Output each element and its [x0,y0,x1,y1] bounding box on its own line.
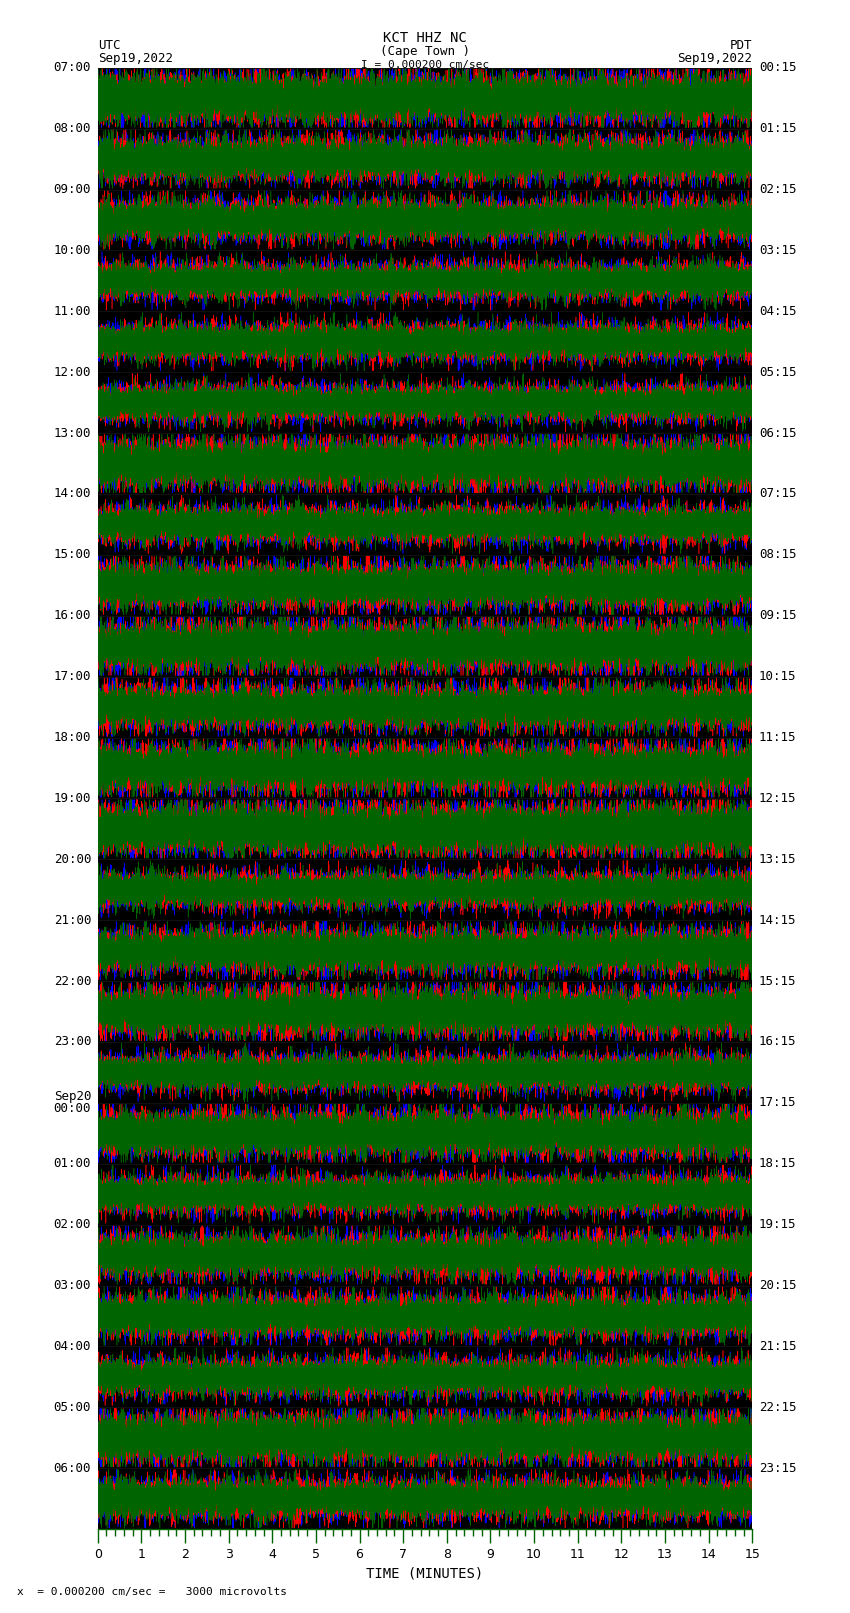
Text: 06:00: 06:00 [54,1461,91,1474]
Text: Sep19,2022: Sep19,2022 [98,52,173,65]
Text: 15:00: 15:00 [54,548,91,561]
Text: 04:15: 04:15 [759,305,796,318]
Text: 11:00: 11:00 [54,305,91,318]
Text: 09:00: 09:00 [54,182,91,197]
Text: 07:00: 07:00 [54,61,91,74]
Text: 19:00: 19:00 [54,792,91,805]
Text: 08:15: 08:15 [759,548,796,561]
Text: x  = 0.000200 cm/sec =   3000 microvolts: x = 0.000200 cm/sec = 3000 microvolts [17,1587,287,1597]
Text: 12:00: 12:00 [54,366,91,379]
Text: 22:15: 22:15 [759,1400,796,1415]
Text: 14:15: 14:15 [759,913,796,927]
Text: 23:00: 23:00 [54,1036,91,1048]
Text: 14:00: 14:00 [54,487,91,500]
Text: 10:15: 10:15 [759,669,796,684]
Text: 13:15: 13:15 [759,853,796,866]
Text: Sep19,2022: Sep19,2022 [677,52,752,65]
Text: 09:15: 09:15 [759,610,796,623]
Text: UTC: UTC [98,39,120,52]
Text: 21:15: 21:15 [759,1340,796,1353]
Text: 22:00: 22:00 [54,974,91,987]
Text: 20:00: 20:00 [54,853,91,866]
Text: I = 0.000200 cm/sec: I = 0.000200 cm/sec [361,60,489,69]
Text: 16:00: 16:00 [54,610,91,623]
Text: Sep20
00:00: Sep20 00:00 [54,1090,91,1115]
Text: 00:15: 00:15 [759,61,796,74]
Text: 04:00: 04:00 [54,1340,91,1353]
Text: PDT: PDT [730,39,752,52]
Text: 11:15: 11:15 [759,731,796,744]
Text: 18:15: 18:15 [759,1157,796,1171]
Text: 17:15: 17:15 [759,1097,796,1110]
Text: 03:00: 03:00 [54,1279,91,1292]
Text: 05:15: 05:15 [759,366,796,379]
Text: 12:15: 12:15 [759,792,796,805]
Text: KCT HHZ NC: KCT HHZ NC [383,31,467,45]
Text: 01:00: 01:00 [54,1157,91,1171]
Text: 20:15: 20:15 [759,1279,796,1292]
Text: 17:00: 17:00 [54,669,91,684]
Text: 05:00: 05:00 [54,1400,91,1415]
Text: 08:00: 08:00 [54,123,91,135]
Text: 10:00: 10:00 [54,244,91,256]
Text: 06:15: 06:15 [759,426,796,440]
Text: 07:15: 07:15 [759,487,796,500]
Text: 16:15: 16:15 [759,1036,796,1048]
Text: 01:15: 01:15 [759,123,796,135]
Text: 18:00: 18:00 [54,731,91,744]
Text: 21:00: 21:00 [54,913,91,927]
Text: 03:15: 03:15 [759,244,796,256]
Text: 15:15: 15:15 [759,974,796,987]
Text: 02:15: 02:15 [759,182,796,197]
Text: 02:00: 02:00 [54,1218,91,1231]
Text: 13:00: 13:00 [54,426,91,440]
Text: 19:15: 19:15 [759,1218,796,1231]
X-axis label: TIME (MINUTES): TIME (MINUTES) [366,1566,484,1581]
Text: 23:15: 23:15 [759,1461,796,1474]
Text: (Cape Town ): (Cape Town ) [380,45,470,58]
